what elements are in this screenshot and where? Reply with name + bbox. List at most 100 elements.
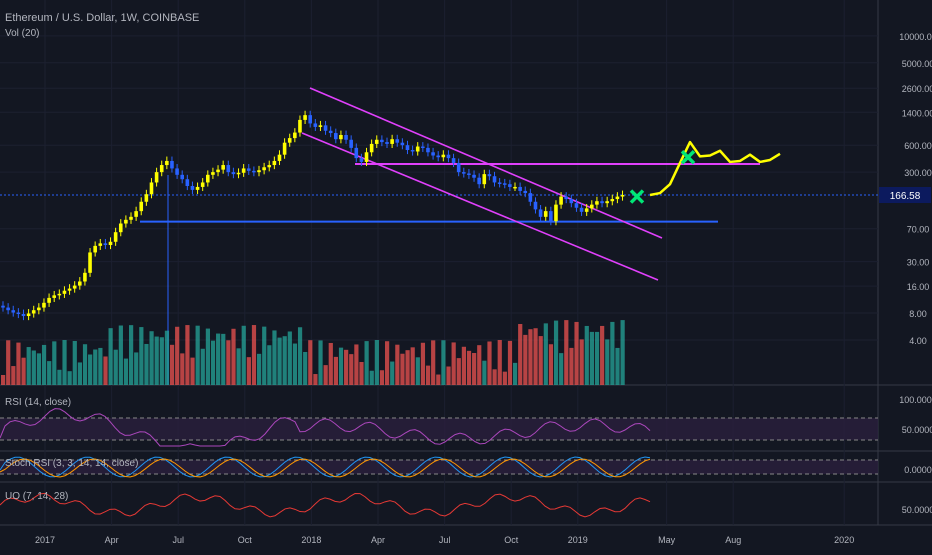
price-tick-label: 30.00	[907, 258, 930, 268]
volume-bar-down	[6, 340, 11, 385]
candle-body-up	[108, 241, 113, 246]
candle-body-up	[267, 165, 272, 168]
candle-body-down	[436, 155, 440, 158]
volume-bar-up	[441, 340, 446, 385]
volume-bar-down	[431, 340, 436, 385]
volume-bar-up	[282, 336, 287, 385]
volume-bar-down	[497, 340, 502, 385]
volume-bar-down	[313, 374, 318, 385]
price-tick-label: 2600.00	[902, 84, 932, 94]
volume-bar-up	[36, 353, 42, 385]
volume-bar-down	[579, 339, 584, 385]
candle-body-down	[456, 162, 461, 173]
volume-bar-up	[303, 351, 308, 385]
volume-bar-down	[461, 346, 466, 385]
volume-bar-up	[390, 361, 395, 385]
price-tick-label: 10000.00	[899, 32, 932, 42]
candle-body-down	[354, 147, 359, 159]
candle-body-down	[569, 199, 574, 204]
volume-bar-up	[134, 352, 139, 385]
candle-body-up	[610, 199, 615, 202]
candle-body-down	[246, 168, 251, 171]
candle-body-up	[62, 290, 67, 294]
volume-bar-down	[323, 365, 328, 385]
candle-body-down	[103, 243, 108, 246]
candle-body-down	[334, 133, 338, 140]
volume-bar-up	[149, 331, 154, 385]
candle-body-up	[139, 201, 144, 212]
volume-bar-up	[543, 323, 548, 385]
volume-legend: Vol (20)	[5, 28, 40, 39]
candle-body-up	[282, 142, 287, 155]
candle-body-down	[359, 158, 364, 162]
volume-bar-down	[246, 357, 251, 385]
time-axis-label: Oct	[238, 535, 253, 545]
volume-bar-up	[210, 340, 216, 385]
candle-body-up	[47, 297, 51, 303]
volume-bar-up	[221, 333, 226, 385]
candle-body-down	[431, 152, 435, 156]
volume-bar-up	[52, 341, 57, 385]
volume-bar-up	[584, 325, 589, 385]
candle-body-up	[88, 252, 92, 273]
candle-body-up	[200, 182, 205, 187]
volume-bar-up	[482, 360, 487, 385]
volume-bar-down	[502, 371, 507, 385]
volume-bar-up	[47, 361, 52, 385]
stoch-k-line	[0, 456, 651, 478]
candle-body-down	[252, 170, 256, 173]
volume-bar-up	[267, 345, 272, 385]
candle-body-down	[395, 139, 400, 143]
volume-bar-down	[518, 324, 523, 385]
candle-body-up	[559, 196, 563, 205]
candle-body-down	[185, 179, 190, 186]
volume-bar-up	[553, 320, 559, 385]
candle-body-up	[72, 285, 77, 289]
candle-body-up	[390, 139, 394, 144]
volume-bar-up	[369, 370, 374, 385]
volume-bar-up	[200, 348, 205, 385]
volume-bar-up	[88, 354, 93, 385]
volume-bar-up	[277, 337, 282, 385]
candle-body-down	[405, 145, 410, 151]
volume-bar-down	[400, 353, 405, 385]
candle-body-down	[579, 207, 584, 212]
candle-body-down	[6, 307, 10, 311]
time-axis-label: Apr	[371, 535, 385, 545]
candle-body-up	[118, 223, 123, 233]
volume-bar-up	[82, 344, 88, 385]
time-axis-label: May	[658, 535, 676, 545]
candle-body-up	[149, 182, 154, 195]
candle-body-up	[415, 146, 420, 152]
candle-body-down	[400, 142, 405, 146]
candle-body-up	[369, 143, 374, 153]
volume-bar-up	[154, 336, 159, 385]
candle-body-down	[487, 174, 492, 177]
volume-bar-down	[175, 326, 180, 385]
candle-body-down	[462, 172, 466, 174]
volume-bar-up	[594, 331, 600, 385]
candle-body-up	[605, 201, 609, 204]
price-tick-label: 8.00	[909, 309, 927, 319]
volume-bar-up	[241, 325, 246, 385]
candle-body-down	[538, 209, 543, 217]
candle-body-up	[482, 174, 487, 185]
volume-bar-down	[487, 341, 492, 385]
volume-bar-up	[72, 340, 77, 385]
candle-body-down	[385, 142, 389, 144]
candle-body-up	[257, 170, 261, 173]
candle-body-up	[67, 288, 72, 291]
candle-body-up	[159, 165, 164, 173]
price-tick-label: 600.00	[904, 141, 932, 151]
volume-bar-down	[344, 349, 349, 385]
price-tick-label: 300.00	[904, 168, 932, 178]
channel-upper-line	[309, 87, 663, 239]
candle-body-up	[287, 138, 292, 143]
rsi-tick-label: 100.0000	[899, 395, 932, 405]
candle-body-up	[584, 208, 589, 212]
candle-body-up	[513, 186, 517, 189]
uo-tick-label: 50.0000	[902, 505, 932, 515]
candle-body-up	[31, 310, 36, 314]
